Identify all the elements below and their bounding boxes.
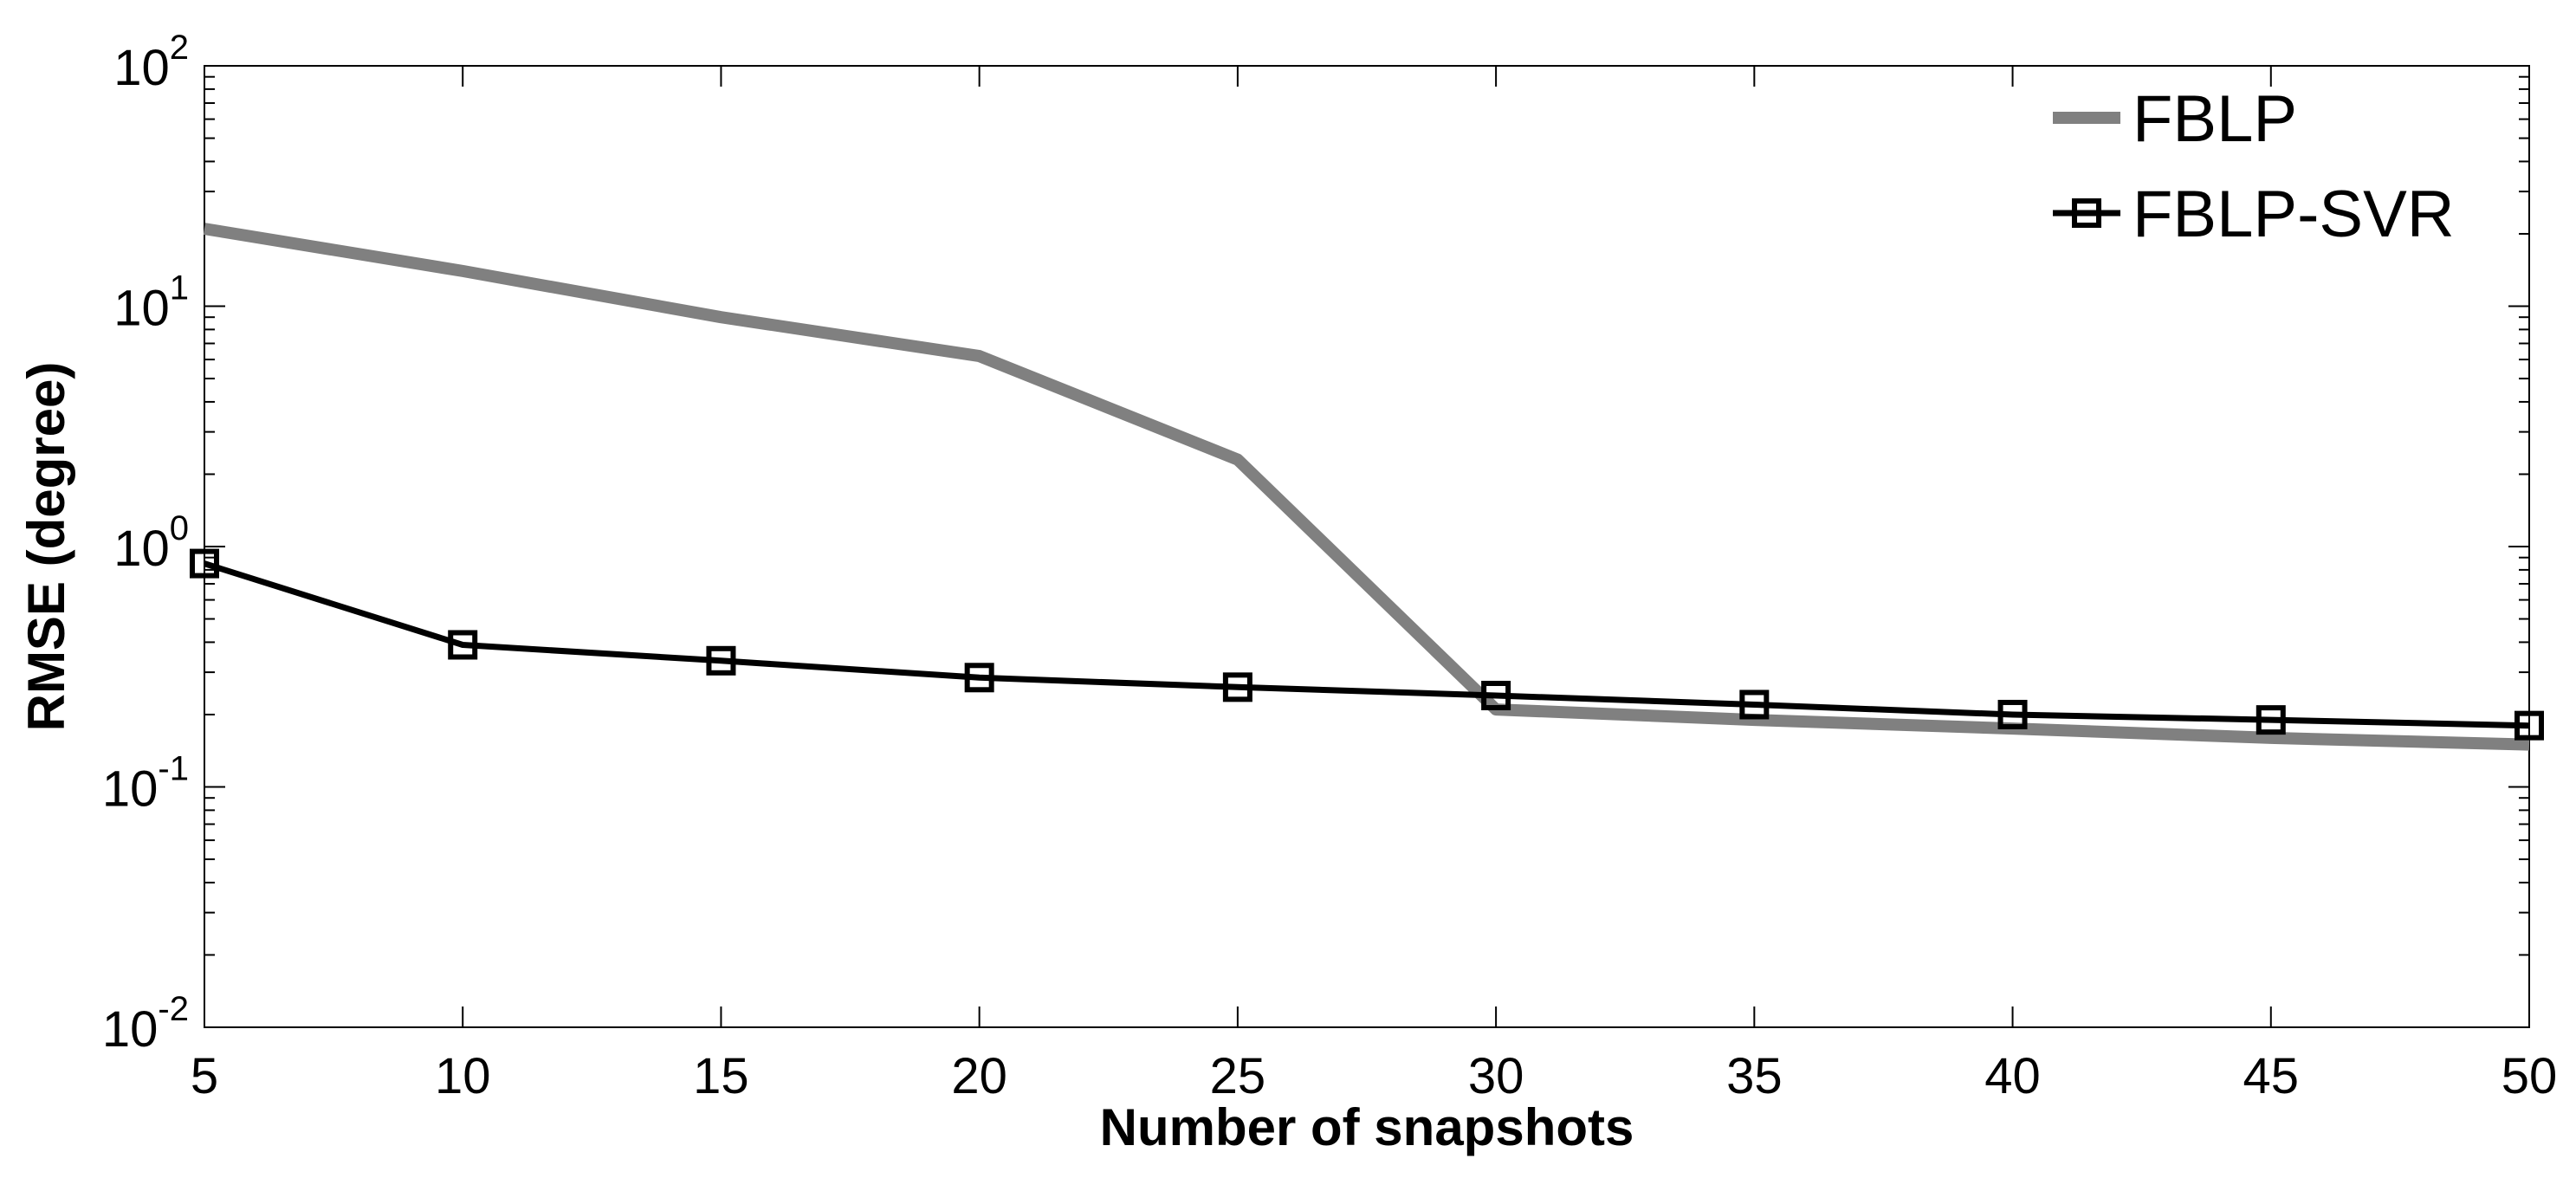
y-tick-label: 102 — [113, 29, 189, 96]
legend-label-1: FBLP — [2133, 82, 2297, 156]
x-tick-label: 15 — [693, 1048, 749, 1104]
y-tick-label: 10-1 — [102, 750, 189, 818]
data-point-square — [1222, 672, 1252, 702]
data-point-square — [964, 663, 994, 693]
y-tick-label: 100 — [113, 509, 189, 577]
data-point-square — [1481, 680, 1511, 710]
x-tick-label: 25 — [1210, 1048, 1266, 1104]
x-tick-label: 40 — [1984, 1048, 2041, 1104]
y-axis-title: RMSE (degree) — [17, 362, 75, 732]
y-tick-base: 10 — [113, 40, 170, 96]
x-tick-label: 35 — [1726, 1048, 1783, 1104]
legend: FBLP FBLP-SVR — [2053, 82, 2455, 251]
x-tick-label: 20 — [951, 1048, 1007, 1104]
data-point-square — [2515, 710, 2544, 741]
y-tick-exponent: 1 — [170, 269, 189, 307]
series-layer — [190, 223, 2544, 751]
x-axis-title: Number of snapshots — [1100, 1098, 1634, 1156]
y-tick-exponent: -2 — [158, 990, 189, 1028]
y-tick-exponent: -1 — [158, 750, 189, 788]
y-tick-base: 10 — [113, 521, 170, 577]
y-tick-base: 10 — [102, 1001, 159, 1058]
series-line-2 — [203, 560, 2530, 729]
legend-marker-square — [2072, 198, 2101, 228]
y-tick-exponent: 2 — [170, 29, 189, 67]
x-tick-label: 30 — [1468, 1048, 1524, 1104]
data-point-square — [1739, 689, 1770, 720]
x-tick-label: 45 — [2243, 1048, 2300, 1104]
y-tick-label: 10-2 — [102, 990, 189, 1058]
series-line-1 — [203, 223, 2530, 751]
data-point-square — [706, 645, 736, 676]
data-point-square — [1997, 699, 2028, 729]
x-ticks: 5 10 15 20 25 30 35 40 45 50 — [191, 66, 2557, 1104]
x-tick-label: 5 — [191, 1048, 218, 1104]
y-tick-label: 101 — [113, 269, 189, 337]
plot-area — [204, 65, 2530, 1028]
y-tick-exponent: 0 — [170, 509, 189, 547]
data-point-square — [190, 548, 219, 579]
y-tick-base: 10 — [113, 281, 170, 337]
y-tick-base: 10 — [102, 761, 159, 818]
data-point-square — [2256, 705, 2286, 735]
legend-label-2: FBLP-SVR — [2133, 178, 2455, 251]
x-tick-label: 50 — [2502, 1048, 2558, 1104]
x-tick-label: 10 — [435, 1048, 491, 1104]
y-minor-ticks — [204, 75, 2529, 956]
data-point-square — [448, 630, 478, 660]
